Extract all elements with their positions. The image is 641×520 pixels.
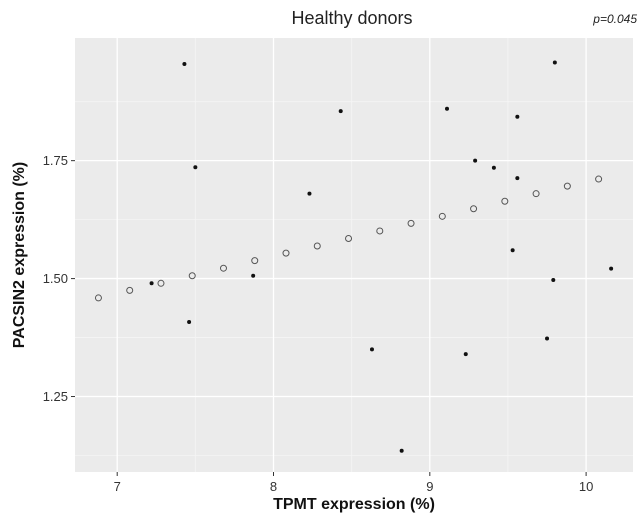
filled-data-point [515,176,520,181]
filled-data-point [445,106,449,111]
x-tick-label: 7 [114,479,121,494]
filled-data-point [149,281,154,286]
open-data-point [595,175,603,183]
filled-data-point [193,165,198,170]
filled-data-point [515,114,520,119]
minor-gridlines [75,38,633,472]
filled-data-point [491,165,496,170]
open-data-point [501,197,509,205]
filled-data-point [510,248,515,253]
open-data-point [563,182,571,190]
open-data-point [94,294,102,302]
filled-data-point [307,191,312,196]
open-data-point [470,205,478,213]
open-data-point [376,227,384,235]
filled-data-point [369,347,374,352]
open-data-point [126,286,134,294]
plot-panel [75,38,633,472]
filled-data-point [187,319,192,324]
filled-data-point [609,266,614,271]
filled-data-point [182,61,187,66]
open-data-point [407,219,415,227]
open-data-point [157,279,165,287]
open-data-point [219,264,227,272]
p-value-annotation: p=0.045 [592,12,637,26]
filled-data-point [399,448,404,453]
filled-data-point [251,273,256,278]
filled-data-point [552,60,557,65]
y-tick-label: 1.25 [43,389,68,404]
open-data-point [313,242,321,250]
open-data-point [188,272,196,280]
filled-data-point [545,336,550,341]
y-axis-title: PACSIN2 expression (%) [11,162,28,348]
y-tick-label: 1.50 [43,271,68,286]
filled-data-point [473,158,478,163]
open-data-point [282,249,290,257]
x-tick-label: 10 [579,479,593,494]
x-tick-label: 8 [270,479,277,494]
open-data-point [251,257,259,265]
x-axis-title: TPMT expression (%) [273,496,435,513]
filled-data-point [338,109,343,114]
filled-data-point [463,352,468,357]
open-data-point [532,190,540,198]
open-data-point [345,234,353,242]
filled-data-point [551,278,556,283]
y-tick-label: 1.75 [43,153,68,168]
x-tick-label: 9 [426,479,433,494]
major-gridlines [75,38,633,472]
axis-ticks: 7 8 9 10 1.25 1.50 1.75 [43,153,594,494]
data-points [94,60,614,453]
open-data-point [438,212,446,220]
chart-title: Healthy donors [291,8,412,28]
